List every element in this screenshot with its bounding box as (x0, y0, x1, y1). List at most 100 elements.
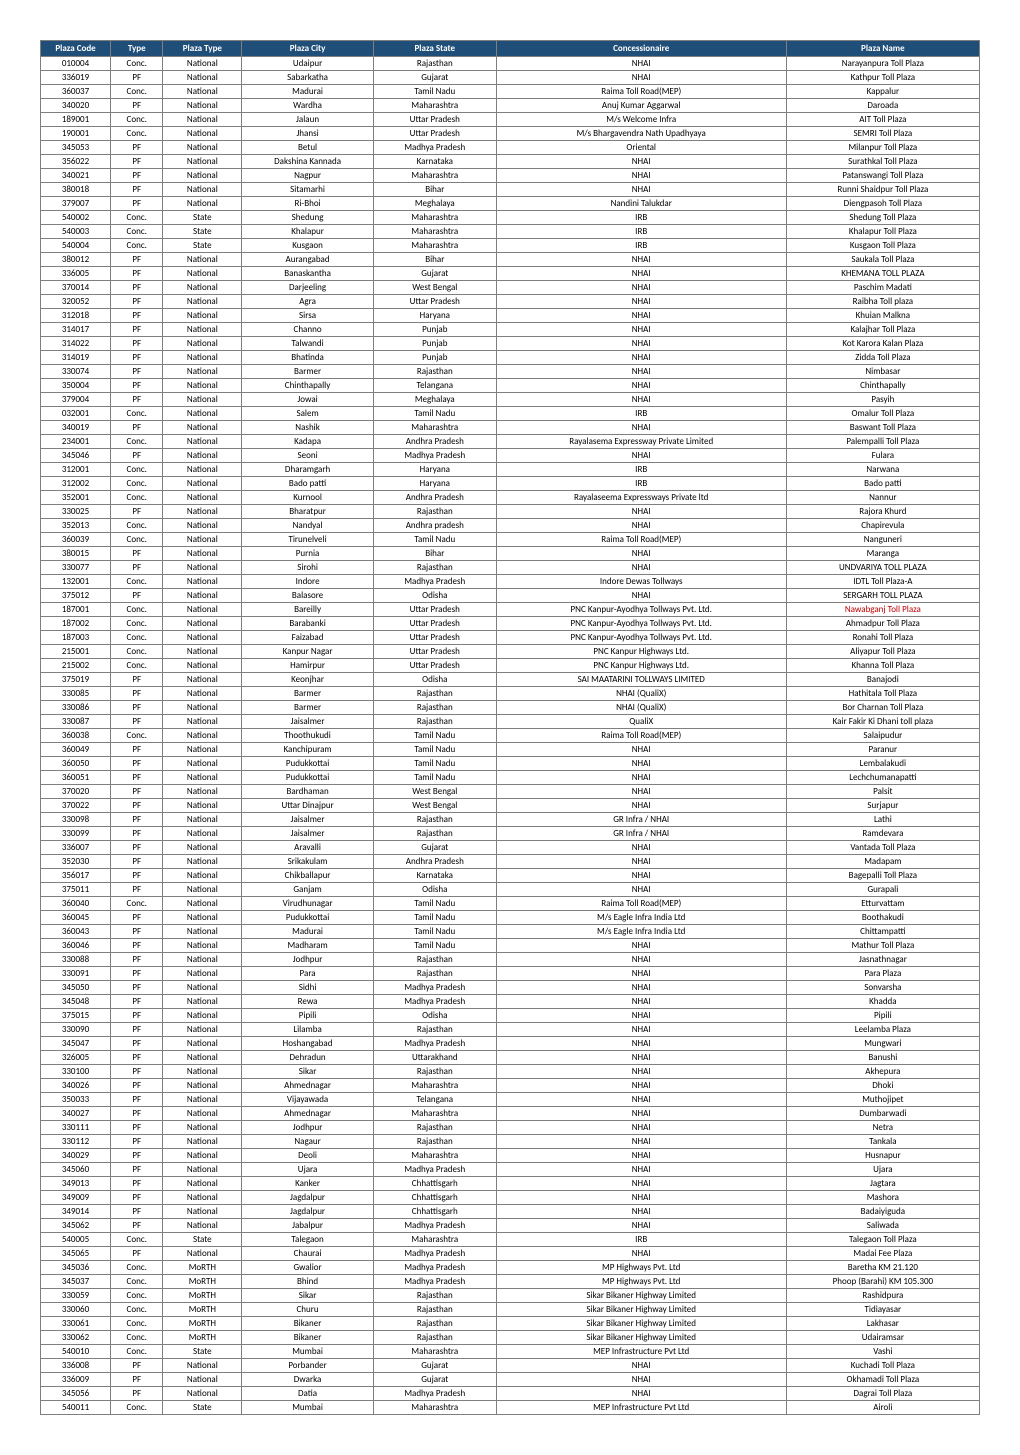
table-row: 336005PFNationalBanaskanthaGujaratNHAIKH… (41, 267, 980, 281)
table-row: 349013PFNationalKankerChhattisgarhNHAIJa… (41, 1177, 980, 1191)
table-cell: Saukala Toll Plaza (786, 253, 979, 267)
table-cell: Pudukkottai (242, 771, 374, 785)
table-cell: National (163, 701, 242, 715)
table-cell: Khuian Malkna (786, 309, 979, 323)
table-cell: Udaipur (242, 57, 374, 71)
table-cell: 360050 (41, 757, 111, 771)
table-cell: 336008 (41, 1359, 111, 1373)
table-cell: National (163, 771, 242, 785)
table-cell: PF (111, 883, 163, 897)
table-cell: Porbander (242, 1359, 374, 1373)
table-cell: Rewa (242, 995, 374, 1009)
table-cell: Sabarkatha (242, 71, 374, 85)
table-cell: NHAI (496, 505, 786, 519)
table-cell: NHAI (496, 281, 786, 295)
table-cell: Ganjam (242, 883, 374, 897)
table-row: 356017PFNationalChikballapurKarnatakaNHA… (41, 869, 980, 883)
table-cell: Chinthapally (786, 379, 979, 393)
table-cell: Bihar (373, 547, 496, 561)
table-cell: 330060 (41, 1303, 111, 1317)
table-cell: Andhra pradesh (373, 519, 496, 533)
table-cell: NHAI (496, 1191, 786, 1205)
table-cell: Ramdevara (786, 827, 979, 841)
table-row: 380018PFNationalSitamarhiBiharNHAIRunni … (41, 183, 980, 197)
table-row: 314022PFNationalTalwandiPunjabNHAIKot Ka… (41, 337, 980, 351)
table-row: 345053PFNationalBetulMadhya PradeshOrien… (41, 141, 980, 155)
table-cell: Kanchipuram (242, 743, 374, 757)
table-cell: Maharashtra (373, 1401, 496, 1415)
table-cell: National (163, 253, 242, 267)
table-cell: PF (111, 743, 163, 757)
table-cell: PNC Kanpur-Ayodhya Tollways Pvt. Ltd. (496, 603, 786, 617)
table-row: 540002Conc.StateShedungMaharashtraIRBShe… (41, 211, 980, 225)
table-cell: Madhya Pradesh (373, 1387, 496, 1401)
table-cell: State (163, 1345, 242, 1359)
table-row: 215001Conc.NationalKanpur NagarUttar Pra… (41, 645, 980, 659)
table-cell: State (163, 239, 242, 253)
table-cell: Sonvarsha (786, 981, 979, 995)
table-cell: Maharashtra (373, 169, 496, 183)
table-cell: Paschim Madati (786, 281, 979, 295)
table-cell: National (163, 799, 242, 813)
table-cell: 352030 (41, 855, 111, 869)
table-cell: Chaurai (242, 1247, 374, 1261)
table-cell: NHAI (496, 1093, 786, 1107)
table-cell: 330059 (41, 1289, 111, 1303)
table-row: 345065PFNationalChauraiMadhya PradeshNHA… (41, 1247, 980, 1261)
table-cell: SEMRI Toll Plaza (786, 127, 979, 141)
table-cell: Conc. (111, 491, 163, 505)
table-cell: Churu (242, 1303, 374, 1317)
table-cell: National (163, 267, 242, 281)
table-row: 312018PFNationalSirsaHaryanaNHAIKhuian M… (41, 309, 980, 323)
table-cell: 345046 (41, 449, 111, 463)
table-cell: IRB (496, 463, 786, 477)
table-row: 032001Conc.NationalSalemTamil NaduIRBOma… (41, 407, 980, 421)
table-cell: National (163, 1247, 242, 1261)
table-row: 312001Conc.NationalDharamgarhHaryanaIRBN… (41, 463, 980, 477)
table-cell: IRB (496, 225, 786, 239)
table-cell: 187001 (41, 603, 111, 617)
table-cell: PF (111, 337, 163, 351)
table-cell: Pipili (786, 1009, 979, 1023)
table-cell: Talwandi (242, 337, 374, 351)
table-row: 540003Conc.StateKhalapurMaharashtraIRBKh… (41, 225, 980, 239)
table-cell: PF (111, 855, 163, 869)
table-cell: PF (111, 1107, 163, 1121)
table-cell: Telangana (373, 379, 496, 393)
table-cell: Tamil Nadu (373, 757, 496, 771)
table-cell: National (163, 141, 242, 155)
table-cell: National (163, 281, 242, 295)
table-cell: Kappalur (786, 85, 979, 99)
table-cell: Madhya Pradesh (373, 1219, 496, 1233)
table-cell: Jasnathnagar (786, 953, 979, 967)
table-cell: Bhind (242, 1275, 374, 1289)
table-cell: National (163, 379, 242, 393)
table-cell: Hoshangabad (242, 1037, 374, 1051)
table-cell: Airoli (786, 1401, 979, 1415)
table-cell: 540010 (41, 1345, 111, 1359)
table-row: 330112PFNationalNagaurRajasthanNHAITanka… (41, 1135, 980, 1149)
table-cell: National (163, 1387, 242, 1401)
table-row: 340020PFNationalWardhaMaharashtraAnuj Ku… (41, 99, 980, 113)
table-cell: 345037 (41, 1275, 111, 1289)
table-cell: Maharashtra (373, 1345, 496, 1359)
table-cell: Tamil Nadu (373, 771, 496, 785)
table-cell: Rajasthan (373, 1303, 496, 1317)
table-cell: NHAI (496, 155, 786, 169)
table-cell: Tamil Nadu (373, 85, 496, 99)
table-cell: Conc. (111, 1345, 163, 1359)
table-cell: National (163, 995, 242, 1009)
table-row: 187002Conc.NationalBarabankiUttar Prades… (41, 617, 980, 631)
table-cell: Rajasthan (373, 1065, 496, 1079)
table-cell: National (163, 519, 242, 533)
table-cell: Kathpur Toll Plaza (786, 71, 979, 85)
table-row: 360037Conc.NationalMaduraiTamil NaduRaim… (41, 85, 980, 99)
table-cell: 330025 (41, 505, 111, 519)
table-cell: Gujarat (373, 841, 496, 855)
table-cell: National (163, 505, 242, 519)
table-cell: Datia (242, 1387, 374, 1401)
table-cell: National (163, 71, 242, 85)
table-cell: Rajasthan (373, 827, 496, 841)
table-cell: 330099 (41, 827, 111, 841)
table-cell: Rajasthan (373, 1121, 496, 1135)
